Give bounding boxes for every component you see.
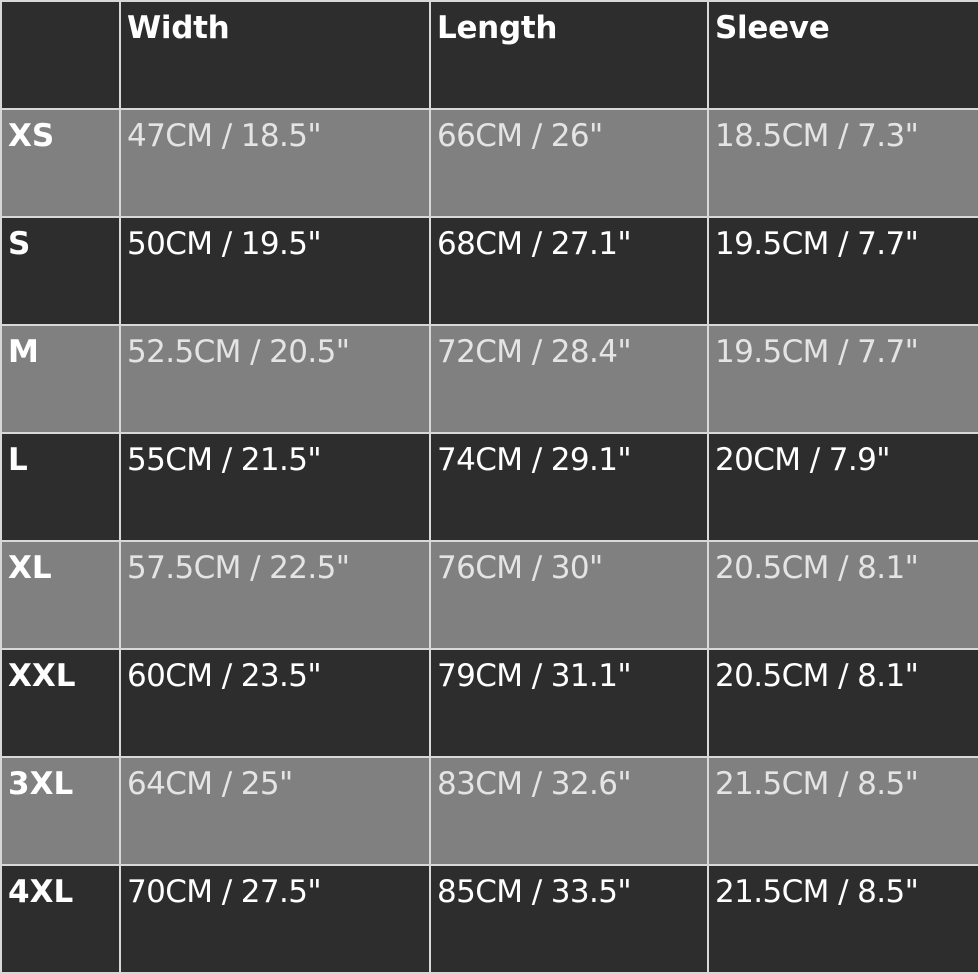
sleeve-cell: 18.5CM / 7.3" <box>707 108 978 218</box>
width-cell: 52.5CM / 20.5" <box>119 324 431 434</box>
header-length: Length <box>429 0 709 110</box>
table-row: XL 57.5CM / 22.5" 76CM / 30" 20.5CM / 8.… <box>0 540 978 650</box>
sleeve-cell: 21.5CM / 8.5" <box>707 756 978 866</box>
header-row: Width Length Sleeve <box>0 0 978 110</box>
length-cell: 76CM / 30" <box>429 540 709 650</box>
header-width: Width <box>119 0 431 110</box>
width-cell: 60CM / 23.5" <box>119 648 431 758</box>
header-corner <box>0 0 121 110</box>
size-label: S <box>0 216 121 326</box>
width-cell: 64CM / 25" <box>119 756 431 866</box>
width-cell: 47CM / 18.5" <box>119 108 431 218</box>
width-cell: 57.5CM / 22.5" <box>119 540 431 650</box>
size-label: 4XL <box>0 864 121 974</box>
length-cell: 74CM / 29.1" <box>429 432 709 542</box>
length-cell: 85CM / 33.5" <box>429 864 709 974</box>
size-label: XL <box>0 540 121 650</box>
sleeve-cell: 19.5CM / 7.7" <box>707 324 978 434</box>
sleeve-cell: 19.5CM / 7.7" <box>707 216 978 326</box>
width-cell: 55CM / 21.5" <box>119 432 431 542</box>
sleeve-cell: 20.5CM / 8.1" <box>707 540 978 650</box>
table-row: M 52.5CM / 20.5" 72CM / 28.4" 19.5CM / 7… <box>0 324 978 434</box>
size-label: 3XL <box>0 756 121 866</box>
size-label: L <box>0 432 121 542</box>
length-cell: 72CM / 28.4" <box>429 324 709 434</box>
sleeve-cell: 20.5CM / 8.1" <box>707 648 978 758</box>
width-cell: 70CM / 27.5" <box>119 864 431 974</box>
sleeve-cell: 20CM / 7.9" <box>707 432 978 542</box>
length-cell: 83CM / 32.6" <box>429 756 709 866</box>
table-row: S 50CM / 19.5" 68CM / 27.1" 19.5CM / 7.7… <box>0 216 978 326</box>
size-label: M <box>0 324 121 434</box>
width-cell: 50CM / 19.5" <box>119 216 431 326</box>
table-row: XS 47CM / 18.5" 66CM / 26" 18.5CM / 7.3" <box>0 108 978 218</box>
table-row: 3XL 64CM / 25" 83CM / 32.6" 21.5CM / 8.5… <box>0 756 978 866</box>
table-row: L 55CM / 21.5" 74CM / 29.1" 20CM / 7.9" <box>0 432 978 542</box>
table-row: XXL 60CM / 23.5" 79CM / 31.1" 20.5CM / 8… <box>0 648 978 758</box>
length-cell: 66CM / 26" <box>429 108 709 218</box>
length-cell: 79CM / 31.1" <box>429 648 709 758</box>
length-cell: 68CM / 27.1" <box>429 216 709 326</box>
size-label: XS <box>0 108 121 218</box>
header-sleeve: Sleeve <box>707 0 978 110</box>
size-label: XXL <box>0 648 121 758</box>
sleeve-cell: 21.5CM / 8.5" <box>707 864 978 974</box>
table-row: 4XL 70CM / 27.5" 85CM / 33.5" 21.5CM / 8… <box>0 864 978 974</box>
